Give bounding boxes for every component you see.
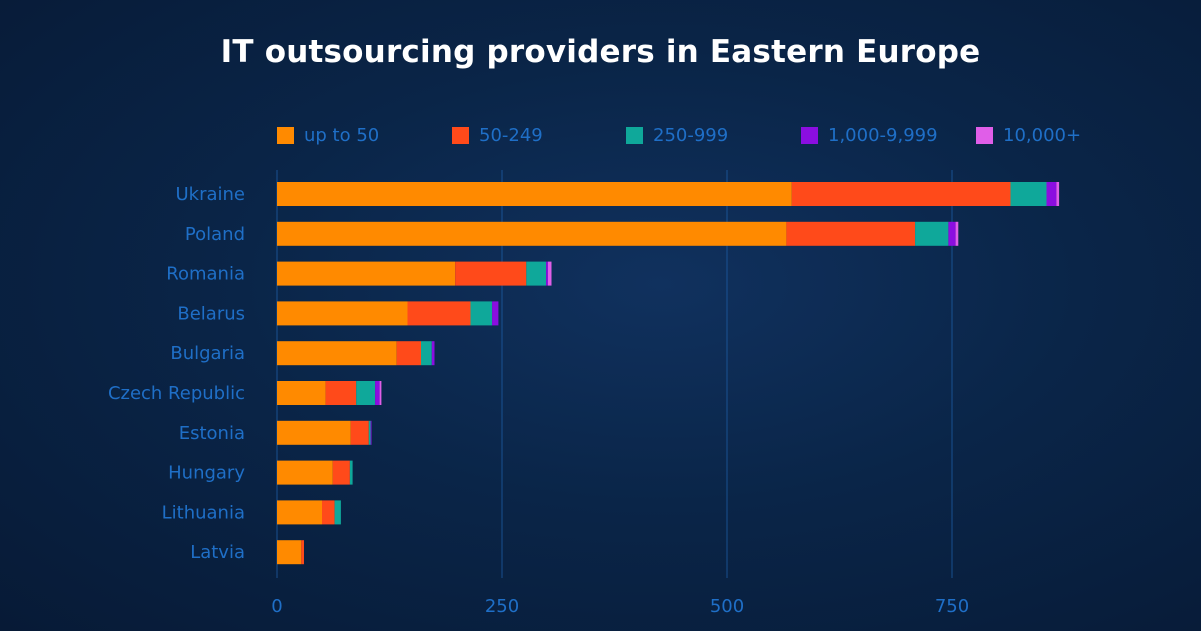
bar-lithuania-series-2[interactable] bbox=[334, 500, 341, 525]
bar-czech-republic-series-1[interactable] bbox=[325, 381, 357, 405]
category-label: Hungary bbox=[168, 463, 245, 484]
bar-lithuania-series-1[interactable] bbox=[322, 500, 335, 525]
bar-estonia-series-2[interactable] bbox=[368, 420, 371, 445]
bar-czech-republic-series-2[interactable] bbox=[356, 381, 376, 405]
bar-romania-series-4[interactable] bbox=[547, 261, 552, 286]
bar-belarus-series-0[interactable] bbox=[277, 301, 408, 326]
x-tick-label: 750 bbox=[935, 596, 969, 617]
bar-poland-series-1[interactable] bbox=[786, 221, 916, 246]
legend-item-50-249[interactable]: 50-249 bbox=[452, 124, 543, 146]
category-label: Belarus bbox=[177, 303, 245, 324]
category-label: Latvia bbox=[190, 542, 245, 563]
legend-label-250-999: 250-999 bbox=[653, 124, 729, 146]
legend-label-up-to-50: up to 50 bbox=[304, 124, 380, 146]
bar-latvia-series-1[interactable] bbox=[301, 540, 304, 565]
bar-belarus-series-2[interactable] bbox=[470, 301, 493, 326]
legend-swatch-50-249 bbox=[452, 126, 469, 144]
bar-poland-series-2[interactable] bbox=[915, 221, 949, 246]
bar-estonia-series-1[interactable] bbox=[350, 420, 369, 445]
bar-romania-series-2[interactable] bbox=[526, 261, 547, 286]
legend-swatch-250-999 bbox=[626, 126, 643, 144]
legend-item-up-to-50[interactable]: up to 50 bbox=[277, 124, 379, 146]
bar-hungary-series-0[interactable] bbox=[277, 460, 333, 485]
legend-label-10000-plus: 10,000+ bbox=[1003, 124, 1082, 146]
legend-item-250-999[interactable]: 250-999 bbox=[626, 124, 728, 146]
bar-czech-republic-series-3[interactable] bbox=[375, 381, 380, 405]
bar-poland-series-3[interactable] bbox=[948, 221, 956, 246]
bar-romania-series-0[interactable] bbox=[277, 261, 456, 286]
legend-label-1000-9999: 1,000-9,999 bbox=[828, 124, 938, 146]
category-label: Poland bbox=[185, 224, 245, 245]
bar-hungary-series-1[interactable] bbox=[332, 460, 350, 485]
bar-estonia-series-3[interactable] bbox=[370, 420, 372, 445]
legend-item-10000-plus[interactable]: 10,000+ bbox=[976, 124, 1081, 146]
category-label: Ukraine bbox=[175, 184, 245, 205]
bar-ukraine-series-3[interactable] bbox=[1046, 182, 1057, 206]
bar-romania-series-3[interactable] bbox=[546, 261, 548, 286]
bar-bulgaria-series-0[interactable] bbox=[277, 341, 397, 366]
bar-poland-series-4[interactable] bbox=[955, 221, 959, 246]
bar-ukraine-series-4[interactable] bbox=[1056, 182, 1060, 206]
bar-latvia-series-0[interactable] bbox=[277, 540, 302, 565]
legend-swatch-1000-9999 bbox=[801, 126, 818, 144]
legend-label-50-249: 50-249 bbox=[479, 124, 543, 146]
bar-czech-republic-series-0[interactable] bbox=[277, 381, 326, 405]
category-label: Romania bbox=[166, 264, 245, 285]
category-label: Czech Republic bbox=[108, 383, 245, 404]
bar-bulgaria-series-2[interactable] bbox=[421, 341, 432, 366]
legend-swatch-10000-plus bbox=[976, 126, 993, 144]
bar-bulgaria-series-1[interactable] bbox=[396, 341, 421, 366]
category-label: Lithuania bbox=[162, 502, 245, 523]
bar-czech-republic-series-4[interactable] bbox=[379, 381, 382, 405]
bar-romania-series-1[interactable] bbox=[455, 261, 527, 286]
bar-poland-series-0[interactable] bbox=[277, 221, 787, 246]
x-tick-label: 250 bbox=[485, 596, 519, 617]
chart-title: IT outsourcing providers in Eastern Euro… bbox=[220, 34, 981, 70]
x-tick-label: 0 bbox=[271, 596, 282, 617]
category-label: Bulgaria bbox=[170, 343, 245, 364]
legend-item-1000-9999[interactable]: 1,000-9,999 bbox=[801, 124, 938, 146]
bar-estonia-series-0[interactable] bbox=[277, 420, 351, 445]
legend: up to 50 50-249 250-999 1,000-9,999 10,0… bbox=[0, 0, 1201, 160]
legend-swatch-up-to-50 bbox=[277, 126, 294, 144]
bar-ukraine-series-1[interactable] bbox=[791, 182, 1011, 206]
bar-hungary-series-2[interactable] bbox=[349, 460, 353, 485]
bar-ukraine-series-2[interactable] bbox=[1010, 182, 1047, 206]
bar-ukraine-series-0[interactable] bbox=[277, 182, 792, 206]
x-tick-label: 500 bbox=[710, 596, 744, 617]
category-label: Estonia bbox=[179, 423, 245, 444]
bar-bulgaria-series-3[interactable] bbox=[431, 341, 435, 366]
bar-lithuania-series-0[interactable] bbox=[277, 500, 322, 525]
bar-belarus-series-1[interactable] bbox=[407, 301, 471, 326]
bar-belarus-series-3[interactable] bbox=[492, 301, 499, 326]
